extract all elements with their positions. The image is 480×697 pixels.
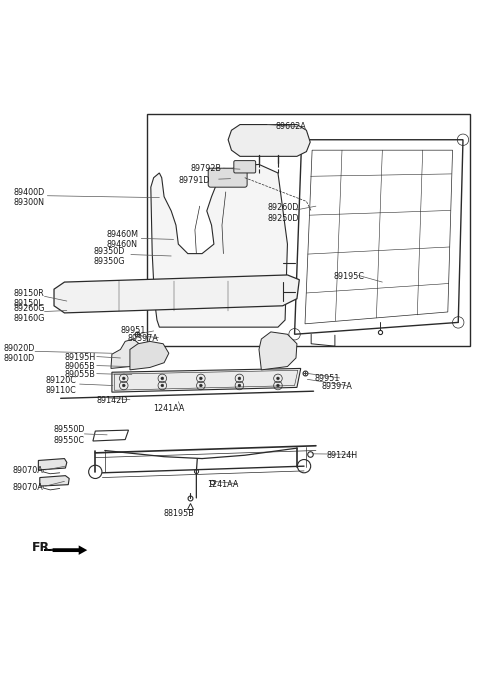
Text: 89550D
89550C: 89550D 89550C <box>53 425 84 445</box>
Circle shape <box>276 377 279 380</box>
FancyBboxPatch shape <box>208 168 247 187</box>
Text: 89260D
89250D: 89260D 89250D <box>267 203 299 222</box>
Polygon shape <box>40 475 69 486</box>
Polygon shape <box>259 332 297 370</box>
Text: 89350D
89350G: 89350D 89350G <box>94 247 125 266</box>
Polygon shape <box>54 275 300 313</box>
Circle shape <box>276 384 279 387</box>
Circle shape <box>199 384 202 387</box>
Text: 89195H: 89195H <box>64 353 96 362</box>
Text: 89951: 89951 <box>315 374 340 383</box>
Text: 89397A: 89397A <box>322 382 352 391</box>
Text: 89070A: 89070A <box>12 466 43 475</box>
Text: 89260G
89160G: 89260G 89160G <box>13 304 45 323</box>
Text: 89120C
89110C: 89120C 89110C <box>46 376 76 395</box>
Polygon shape <box>228 125 310 156</box>
FancyArrow shape <box>53 545 87 555</box>
Polygon shape <box>151 164 288 327</box>
Text: 1241AA: 1241AA <box>154 404 185 413</box>
Text: 88195B: 88195B <box>163 509 194 518</box>
Text: 89792B: 89792B <box>190 164 221 173</box>
Text: 89951: 89951 <box>120 326 146 335</box>
Circle shape <box>122 384 125 387</box>
Polygon shape <box>111 339 140 369</box>
Text: 89150R
89150L: 89150R 89150L <box>13 289 44 308</box>
Polygon shape <box>38 459 67 470</box>
Circle shape <box>238 384 241 387</box>
Text: 89020D
89010D: 89020D 89010D <box>4 344 35 363</box>
Text: 1241AA: 1241AA <box>207 480 238 489</box>
Polygon shape <box>130 342 169 370</box>
Text: 89195C: 89195C <box>334 272 365 281</box>
Text: 89400D
89300N: 89400D 89300N <box>13 188 45 207</box>
Circle shape <box>161 384 164 387</box>
Circle shape <box>161 377 164 380</box>
Bar <box>147 114 470 346</box>
FancyBboxPatch shape <box>234 160 256 173</box>
Text: 89055B: 89055B <box>64 370 96 379</box>
Circle shape <box>122 377 125 380</box>
Text: FR.: FR. <box>32 542 55 554</box>
Circle shape <box>238 377 241 380</box>
Text: 89124H: 89124H <box>326 451 358 460</box>
Text: 89602A: 89602A <box>276 122 306 131</box>
Text: 89397A: 89397A <box>127 334 158 343</box>
Text: 89065B: 89065B <box>64 362 95 371</box>
Text: 89142D: 89142D <box>96 396 128 405</box>
Text: 89070A: 89070A <box>12 482 43 491</box>
Text: 89460M
89460N: 89460M 89460N <box>106 230 138 249</box>
Circle shape <box>199 377 202 380</box>
Polygon shape <box>112 369 301 392</box>
Text: 89791D: 89791D <box>179 176 210 185</box>
